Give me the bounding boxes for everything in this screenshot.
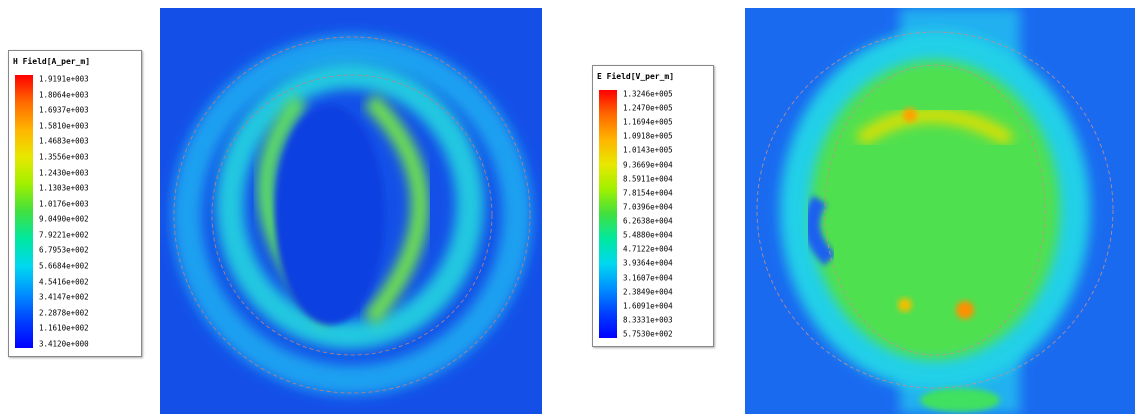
legend-label: 1.4683e+003: [39, 137, 89, 146]
legend-label: 2.3849e+004: [623, 287, 673, 296]
color-bar: [15, 75, 33, 348]
legend-label: 1.3246e+005: [623, 90, 673, 99]
legend-label: 1.3556e+003: [39, 152, 89, 161]
legend-label: 5.7530e+002: [623, 330, 673, 339]
legend-label: 1.9191e+003: [39, 75, 89, 84]
field-plots: [0, 0, 1135, 414]
legend-label: 1.1303e+003: [39, 184, 89, 193]
legend-label: 5.4880e+004: [623, 231, 673, 240]
legend-label: 6.7953e+002: [39, 246, 89, 255]
legend-label: 8.5911e+004: [623, 174, 673, 183]
legend-label: 4.7122e+004: [623, 245, 673, 254]
legend-label: 9.3669e+004: [623, 160, 673, 169]
legend-title: E Field[V_per_m]: [597, 72, 674, 81]
legend-label: 9.0490e+002: [39, 215, 89, 224]
legend-label: 7.9221e+002: [39, 230, 89, 239]
legend-label: 3.4120e+000: [39, 340, 89, 349]
legend-label: 6.2638e+004: [623, 217, 673, 226]
legend-label: 3.9364e+004: [623, 259, 673, 268]
legend: E Field[V_per_m] 1.3246e+005 1.2470e+005 1.…: [592, 65, 714, 347]
legend-label: 7.0396e+004: [623, 202, 673, 211]
legend-label: 1.0176e+003: [39, 199, 89, 208]
legend-label: 1.1610e+002: [39, 324, 89, 333]
legend-label: 4.5416e+002: [39, 277, 89, 286]
color-bar: [599, 90, 617, 338]
legend-label: 1.6937e+003: [39, 106, 89, 115]
legend-title: H Field[A_per_m]: [13, 57, 90, 66]
legend-label: 3.1607e+004: [623, 273, 673, 282]
legend-label: 7.8154e+004: [623, 188, 673, 197]
h-field-plot: [160, 8, 542, 414]
legend-label: 1.6091e+004: [623, 301, 673, 310]
legend-label: 1.0918e+005: [623, 132, 673, 141]
legend: H Field[A_per_m] 1.9191e+003 1.8064e+003 1.…: [8, 50, 142, 357]
page: {"legends": [ {"title": "H Field[A_per_m…: [0, 0, 1135, 414]
legend-label: 1.8064e+003: [39, 90, 89, 99]
legend-label: 8.3331e+003: [623, 315, 673, 324]
page-body: H Field[A_per_m] 1.9191e+003 1.8064e+003 1.…: [0, 0, 1135, 414]
legend-label: 3.4147e+002: [39, 293, 89, 302]
legend-label: 1.2470e+005: [623, 104, 673, 113]
legend-label: 5.6684e+002: [39, 262, 89, 271]
legend-label: 1.0143e+005: [623, 146, 673, 155]
legend-label: 2.2878e+002: [39, 308, 89, 317]
e-field-plot: [745, 8, 1135, 414]
legend-label: 1.5810e+003: [39, 121, 89, 130]
legend-label: 1.2430e+003: [39, 168, 89, 177]
legend-label: 1.1694e+005: [623, 118, 673, 127]
